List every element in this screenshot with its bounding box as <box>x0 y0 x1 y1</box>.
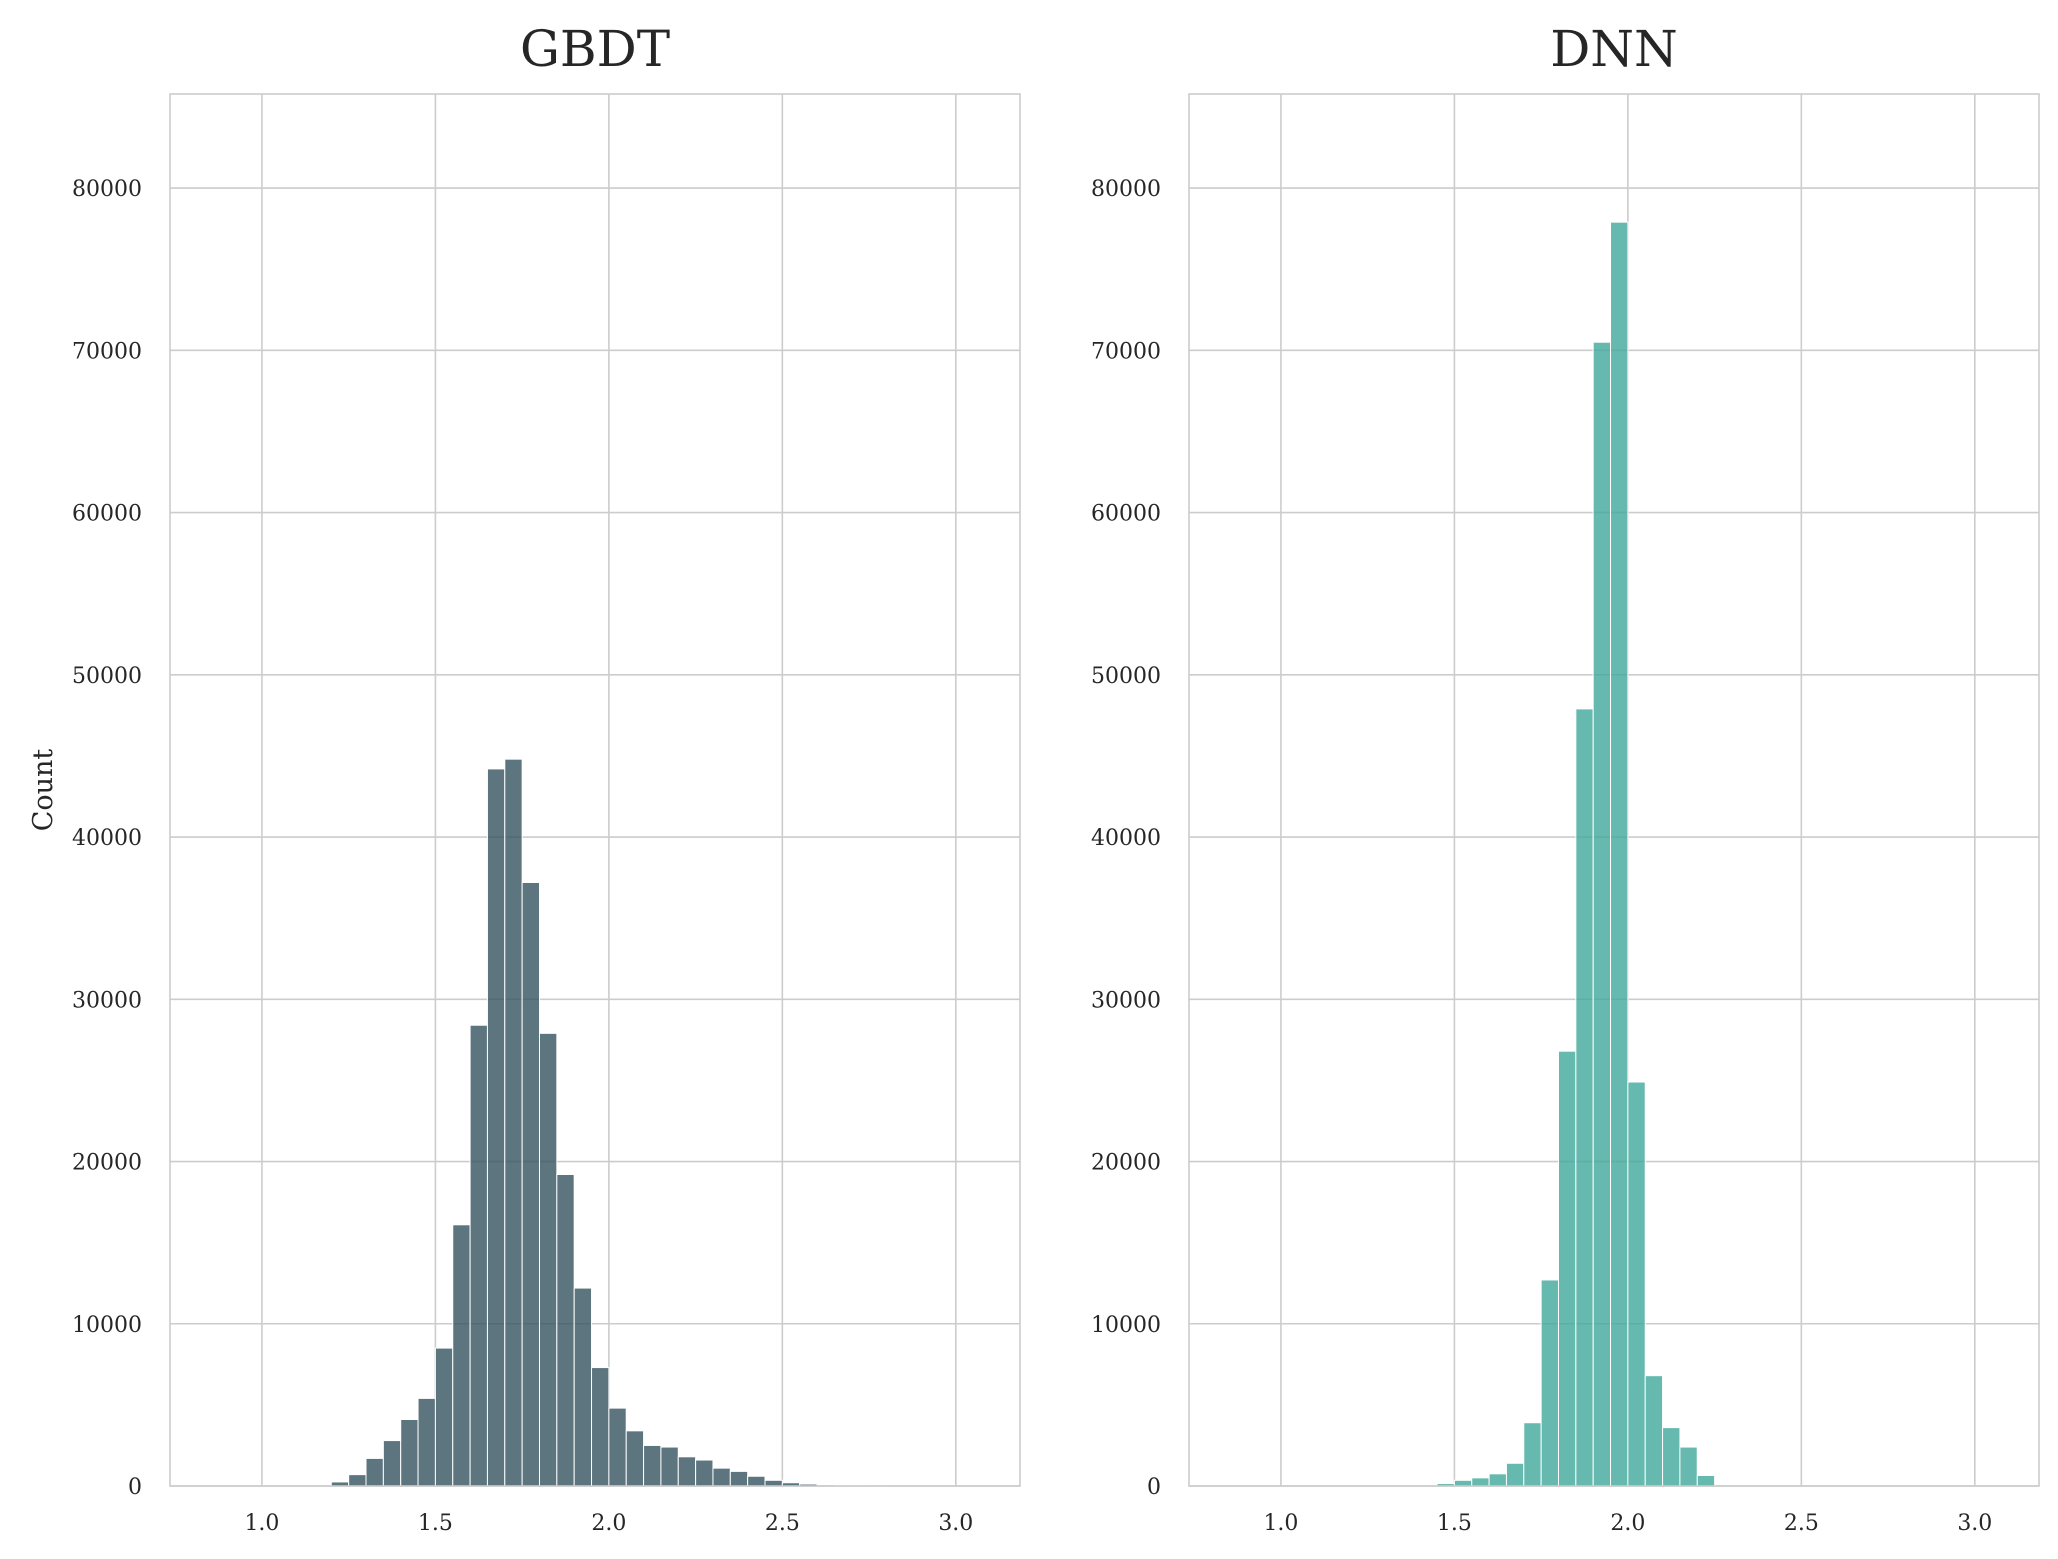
histogram-bar <box>660 1446 679 1487</box>
histogram-bar <box>417 1397 436 1487</box>
x-tick-label: 1.5 <box>418 1511 453 1536</box>
histogram-bar <box>1471 1477 1490 1487</box>
y-tick-label: 40000 <box>1091 826 1161 851</box>
y-tick-label: 60000 <box>1091 502 1161 527</box>
y-tick-label: 20000 <box>1091 1151 1161 1176</box>
histogram-bar <box>712 1467 731 1487</box>
histogram-bar <box>1592 341 1612 1487</box>
histogram-bar <box>1453 1479 1473 1487</box>
y-tick-label: 40000 <box>72 826 142 851</box>
x-tick-label: 2.5 <box>1784 1511 1819 1536</box>
x-tick-label: 2.5 <box>765 1511 800 1536</box>
histogram-bar <box>452 1224 471 1487</box>
plot-frame <box>169 93 1021 1487</box>
histogram-bar <box>573 1287 593 1487</box>
histogram-bar <box>677 1456 697 1487</box>
histogram-bar <box>400 1418 419 1487</box>
histogram-bar <box>1696 1474 1716 1487</box>
histogram-bar <box>521 881 540 1487</box>
histogram-bar <box>504 758 523 1487</box>
histogram-bar <box>1662 1427 1681 1487</box>
histogram-bar <box>556 1174 575 1487</box>
y-tick-label: 80000 <box>72 177 142 202</box>
histogram-bar <box>348 1474 367 1487</box>
y-tick-label: 10000 <box>1091 1313 1161 1338</box>
histogram-bar <box>434 1347 454 1487</box>
histogram-bar <box>1644 1375 1664 1487</box>
chart-panel-dnn: 0 10000 20000 30000 40000 50000 60000 70000 8000… <box>1091 20 2040 1536</box>
chart-title: GBDT <box>520 20 670 78</box>
histogram-bar <box>469 1024 488 1487</box>
histogram-bar <box>1575 708 1594 1487</box>
x-tick-label: 1.5 <box>1437 1511 1472 1536</box>
histogram-bar <box>1540 1279 1559 1487</box>
histogram-bar <box>591 1367 610 1487</box>
histogram-bar <box>608 1407 627 1487</box>
histogram-bar <box>625 1430 645 1487</box>
y-tick-label: 0 <box>1147 1475 1161 1500</box>
y-tick-label: 30000 <box>72 988 142 1013</box>
plot-frame <box>1188 93 2040 1487</box>
y-tick-label: 80000 <box>1091 177 1161 202</box>
x-tick-label: 1.0 <box>244 1511 279 1536</box>
x-tick-label: 2.0 <box>591 1511 626 1536</box>
histogram-bar <box>1523 1422 1542 1487</box>
histogram-bar <box>695 1459 714 1487</box>
histogram-bar <box>729 1470 749 1487</box>
histogram-bar <box>382 1440 402 1487</box>
histogram-bar <box>747 1475 766 1487</box>
histogram-bar <box>1679 1446 1698 1487</box>
histogram-bar <box>1627 1081 1646 1487</box>
histogram-bar <box>486 768 506 1487</box>
chart-title: DNN <box>1550 20 1678 78</box>
histogram-bar <box>764 1479 783 1487</box>
y-tick-label: 30000 <box>1091 988 1161 1013</box>
y-tick-label: 50000 <box>1091 664 1161 689</box>
y-axis-label: Count <box>28 749 59 832</box>
histogram-bar <box>1557 1050 1577 1487</box>
y-tick-label: 70000 <box>72 339 142 364</box>
histogram-bar <box>643 1444 662 1487</box>
x-tick-label: 2.0 <box>1610 1511 1645 1536</box>
y-tick-label: 70000 <box>1091 339 1161 364</box>
y-tick-label: 50000 <box>72 664 142 689</box>
x-tick-label: 3.0 <box>1957 1511 1992 1536</box>
y-tick-label: 10000 <box>72 1313 142 1338</box>
y-tick-label: 60000 <box>72 502 142 527</box>
histogram-bar <box>538 1032 558 1487</box>
x-tick-label: 3.0 <box>938 1511 973 1536</box>
y-tick-label: 0 <box>128 1475 142 1500</box>
x-tick-label: 1.0 <box>1263 1511 1298 1536</box>
histogram-bar <box>365 1457 384 1487</box>
histogram-bar <box>1610 221 1629 1487</box>
histogram-bar <box>1488 1473 1507 1487</box>
y-tick-label: 20000 <box>72 1151 142 1176</box>
histogram-bar <box>1505 1462 1525 1487</box>
chart-panel-gbdt: 0 10000 20000 30000 40000 50000 60000 70000 8000… <box>28 20 1021 1536</box>
